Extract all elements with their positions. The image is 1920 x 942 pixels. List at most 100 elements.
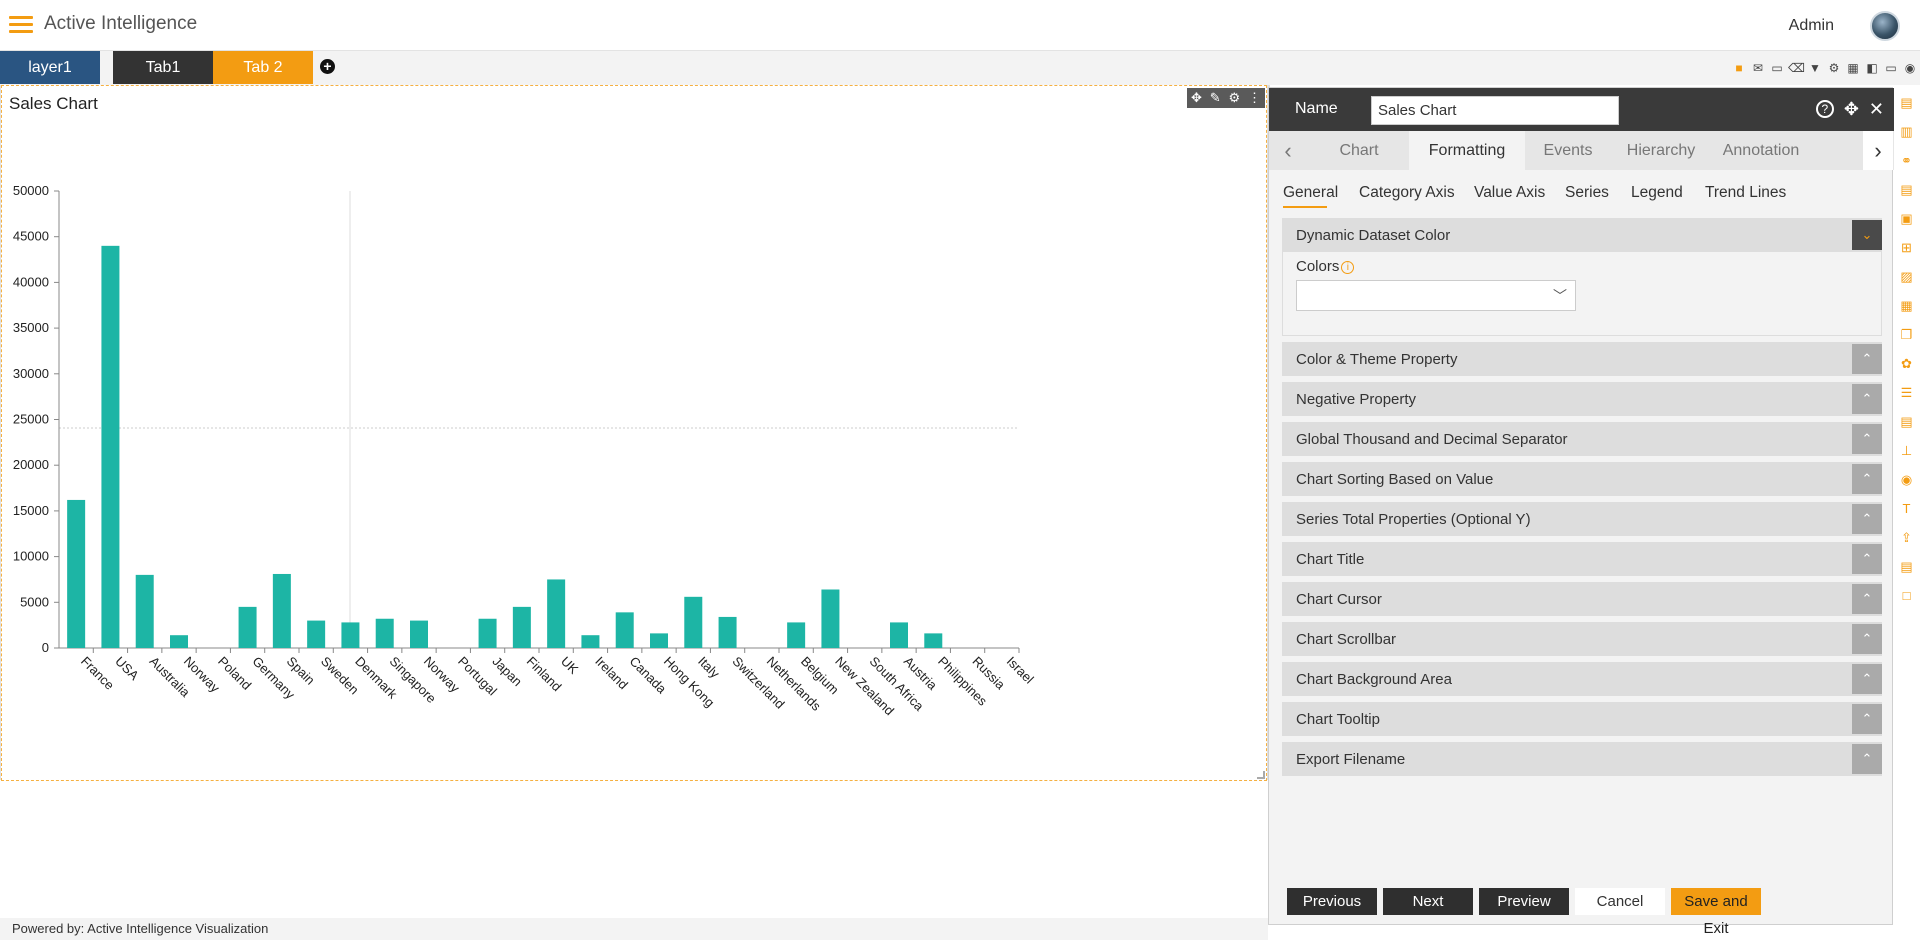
section-dynamic-dataset-color[interactable]: Dynamic Dataset Color ⌄ [1282,218,1882,252]
eye-icon[interactable]: ◉ [1900,472,1913,487]
chevron-up-icon[interactable]: ⌃ [1852,664,1882,694]
file-icon[interactable]: ▤ [1900,559,1913,574]
section-row[interactable]: Export Filename ⌃ [1282,742,1882,776]
section-row[interactable]: Chart Background Area ⌃ [1282,662,1882,696]
previous-button[interactable]: Previous [1287,888,1377,915]
subtab-general[interactable]: General [1283,184,1339,208]
table-icon[interactable]: ▦ [1847,61,1859,75]
table-icon[interactable]: ▦ [1900,298,1913,313]
y-tick-label: 20000 [13,457,49,472]
chevron-up-icon[interactable]: ⌃ [1852,384,1882,414]
tab-tab1[interactable]: Tab1 [113,51,213,84]
list-icon[interactable]: ☰ [1900,385,1913,400]
y-tick-label: 40000 [13,274,49,289]
section-row[interactable]: Series Total Properties (Optional Y) ⌃ [1282,502,1882,536]
chart-component-icon[interactable]: ▤ [1900,95,1913,110]
eraser-icon[interactable]: ⌫ [1788,61,1805,75]
upload-icon[interactable]: ⇪ [1901,530,1912,545]
chevron-down-icon[interactable]: ⌄ [1852,220,1882,250]
text-icon[interactable]: T [1902,501,1911,516]
chevron-up-icon[interactable]: ⌃ [1852,344,1882,374]
hierarchy-icon[interactable]: ⊞ [1901,240,1912,255]
save-icon[interactable]: ■ [1735,61,1743,75]
close-icon[interactable]: ✕ [1868,99,1884,119]
section-row[interactable]: Negative Property ⌃ [1282,382,1882,416]
section-row[interactable]: Chart Sorting Based on Value ⌃ [1282,462,1882,496]
bar-component-icon[interactable]: ▥ [1900,124,1913,139]
chevron-up-icon[interactable]: ⌃ [1852,704,1882,734]
tab-events[interactable]: Events [1543,142,1593,159]
tab-hierarchy[interactable]: Hierarchy [1626,142,1696,159]
section-row[interactable]: Chart Cursor ⌃ [1282,582,1882,616]
chevron-up-icon[interactable]: ⌃ [1852,744,1882,774]
tab-tab2[interactable]: Tab 2 [213,51,313,84]
doc-icon[interactable]: ▣ [1900,211,1913,226]
chevron-up-icon[interactable]: ⌃ [1852,584,1882,614]
subtab-legend[interactable]: Legend [1631,184,1683,201]
section-label: Chart Sorting Based on Value [1296,471,1494,488]
next-button[interactable]: Next [1383,888,1473,915]
dashboard-toolbar: ■ ✉ ▭ ⌫ ▼ ⚙ ▦ ◧ ▭ ◉ [1731,60,1918,78]
colors-dropdown[interactable]: ﹀ [1296,280,1576,311]
comment-icon[interactable]: ▭ [1771,61,1783,75]
image-icon[interactable]: ▨ [1900,269,1913,284]
section-row[interactable]: Chart Title ⌃ [1282,542,1882,576]
section-label: Chart Tooltip [1296,711,1380,728]
tab-layer1[interactable]: layer1 [0,51,100,84]
chevron-up-icon[interactable]: ⌃ [1852,624,1882,654]
chevron-up-icon[interactable]: ⌃ [1852,504,1882,534]
subtab-value-axis[interactable]: Value Axis [1474,184,1546,201]
info-icon[interactable]: i [1341,260,1355,274]
chevron-up-icon[interactable]: ⌃ [1852,424,1882,454]
cancel-button[interactable]: Cancel [1575,888,1665,915]
paint-icon[interactable]: ✿ [1901,356,1912,371]
doc-icon[interactable]: ▤ [1900,182,1913,197]
subtab-trend-lines[interactable]: Trend Lines [1705,184,1787,201]
help-icon[interactable]: ? [1815,100,1834,118]
tab-annotation[interactable]: Annotation [1722,142,1800,159]
section-row[interactable]: Chart Tooltip ⌃ [1282,702,1882,736]
move-icon[interactable]: ✥ [1190,90,1202,105]
subtab-series[interactable]: Series [1565,184,1609,201]
bar [375,618,394,648]
preview-button[interactable]: Preview [1479,888,1569,915]
panel-header-icons: ? ✥ ✕ [1815,99,1884,119]
square-icon[interactable]: □ [1902,588,1911,603]
add-tab-icon[interactable]: + [320,59,335,74]
avatar[interactable] [1870,11,1900,41]
layout-icon[interactable]: ◧ [1866,61,1878,75]
tab-scroll-right-icon[interactable]: › [1863,131,1893,170]
section-label: Chart Cursor [1296,591,1382,608]
chevron-up-icon[interactable]: ⌃ [1852,464,1882,494]
section-label: Chart Scrollbar [1296,631,1397,648]
menu-icon[interactable] [9,16,33,34]
resize-handle[interactable] [1257,771,1265,779]
copy-icon[interactable]: ❐ [1900,327,1913,342]
gear-icon[interactable]: ⚙ [1828,61,1840,75]
tab-chart[interactable]: Chart [1339,142,1379,159]
name-field[interactable] [1371,96,1619,125]
edit-icon[interactable]: ✎ [1209,90,1221,105]
section-row[interactable]: Color & Theme Property ⌃ [1282,342,1882,376]
tab-formatting[interactable]: Formatting [1409,131,1525,170]
org-icon[interactable]: ⊥ [1900,443,1913,458]
subtab-category-axis[interactable]: Category Axis [1359,184,1455,201]
monitor-icon[interactable]: ▭ [1885,61,1897,75]
save-and-exit-button[interactable]: Save and Exit [1671,888,1761,937]
section-row[interactable]: Global Thousand and Decimal Separator ⌃ [1282,422,1882,456]
filter-icon[interactable]: ▼ [1809,61,1821,75]
section-label: Negative Property [1296,391,1417,408]
gear-icon[interactable]: ⚙ [1228,90,1241,105]
user-name[interactable]: Admin [1788,17,1834,34]
link-icon[interactable]: ⚭ [1901,153,1912,168]
tab-scroll-left-icon[interactable]: ‹ [1284,138,1292,163]
more-icon[interactable]: ⋮ [1248,90,1262,105]
chevron-up-icon[interactable]: ⌃ [1852,544,1882,574]
doc-icon[interactable]: ▤ [1900,414,1913,429]
mail-icon[interactable]: ✉ [1752,61,1764,75]
section-row[interactable]: Chart Scrollbar ⌃ [1282,622,1882,656]
eye-icon[interactable]: ◉ [1904,61,1916,75]
bar [890,622,908,648]
move-icon[interactable]: ✥ [1843,99,1859,119]
chart-widget[interactable]: Sales Chart ✥ ✎ ⚙ ⋮ 0 5000 10000 15000 20000… [1,85,1267,781]
